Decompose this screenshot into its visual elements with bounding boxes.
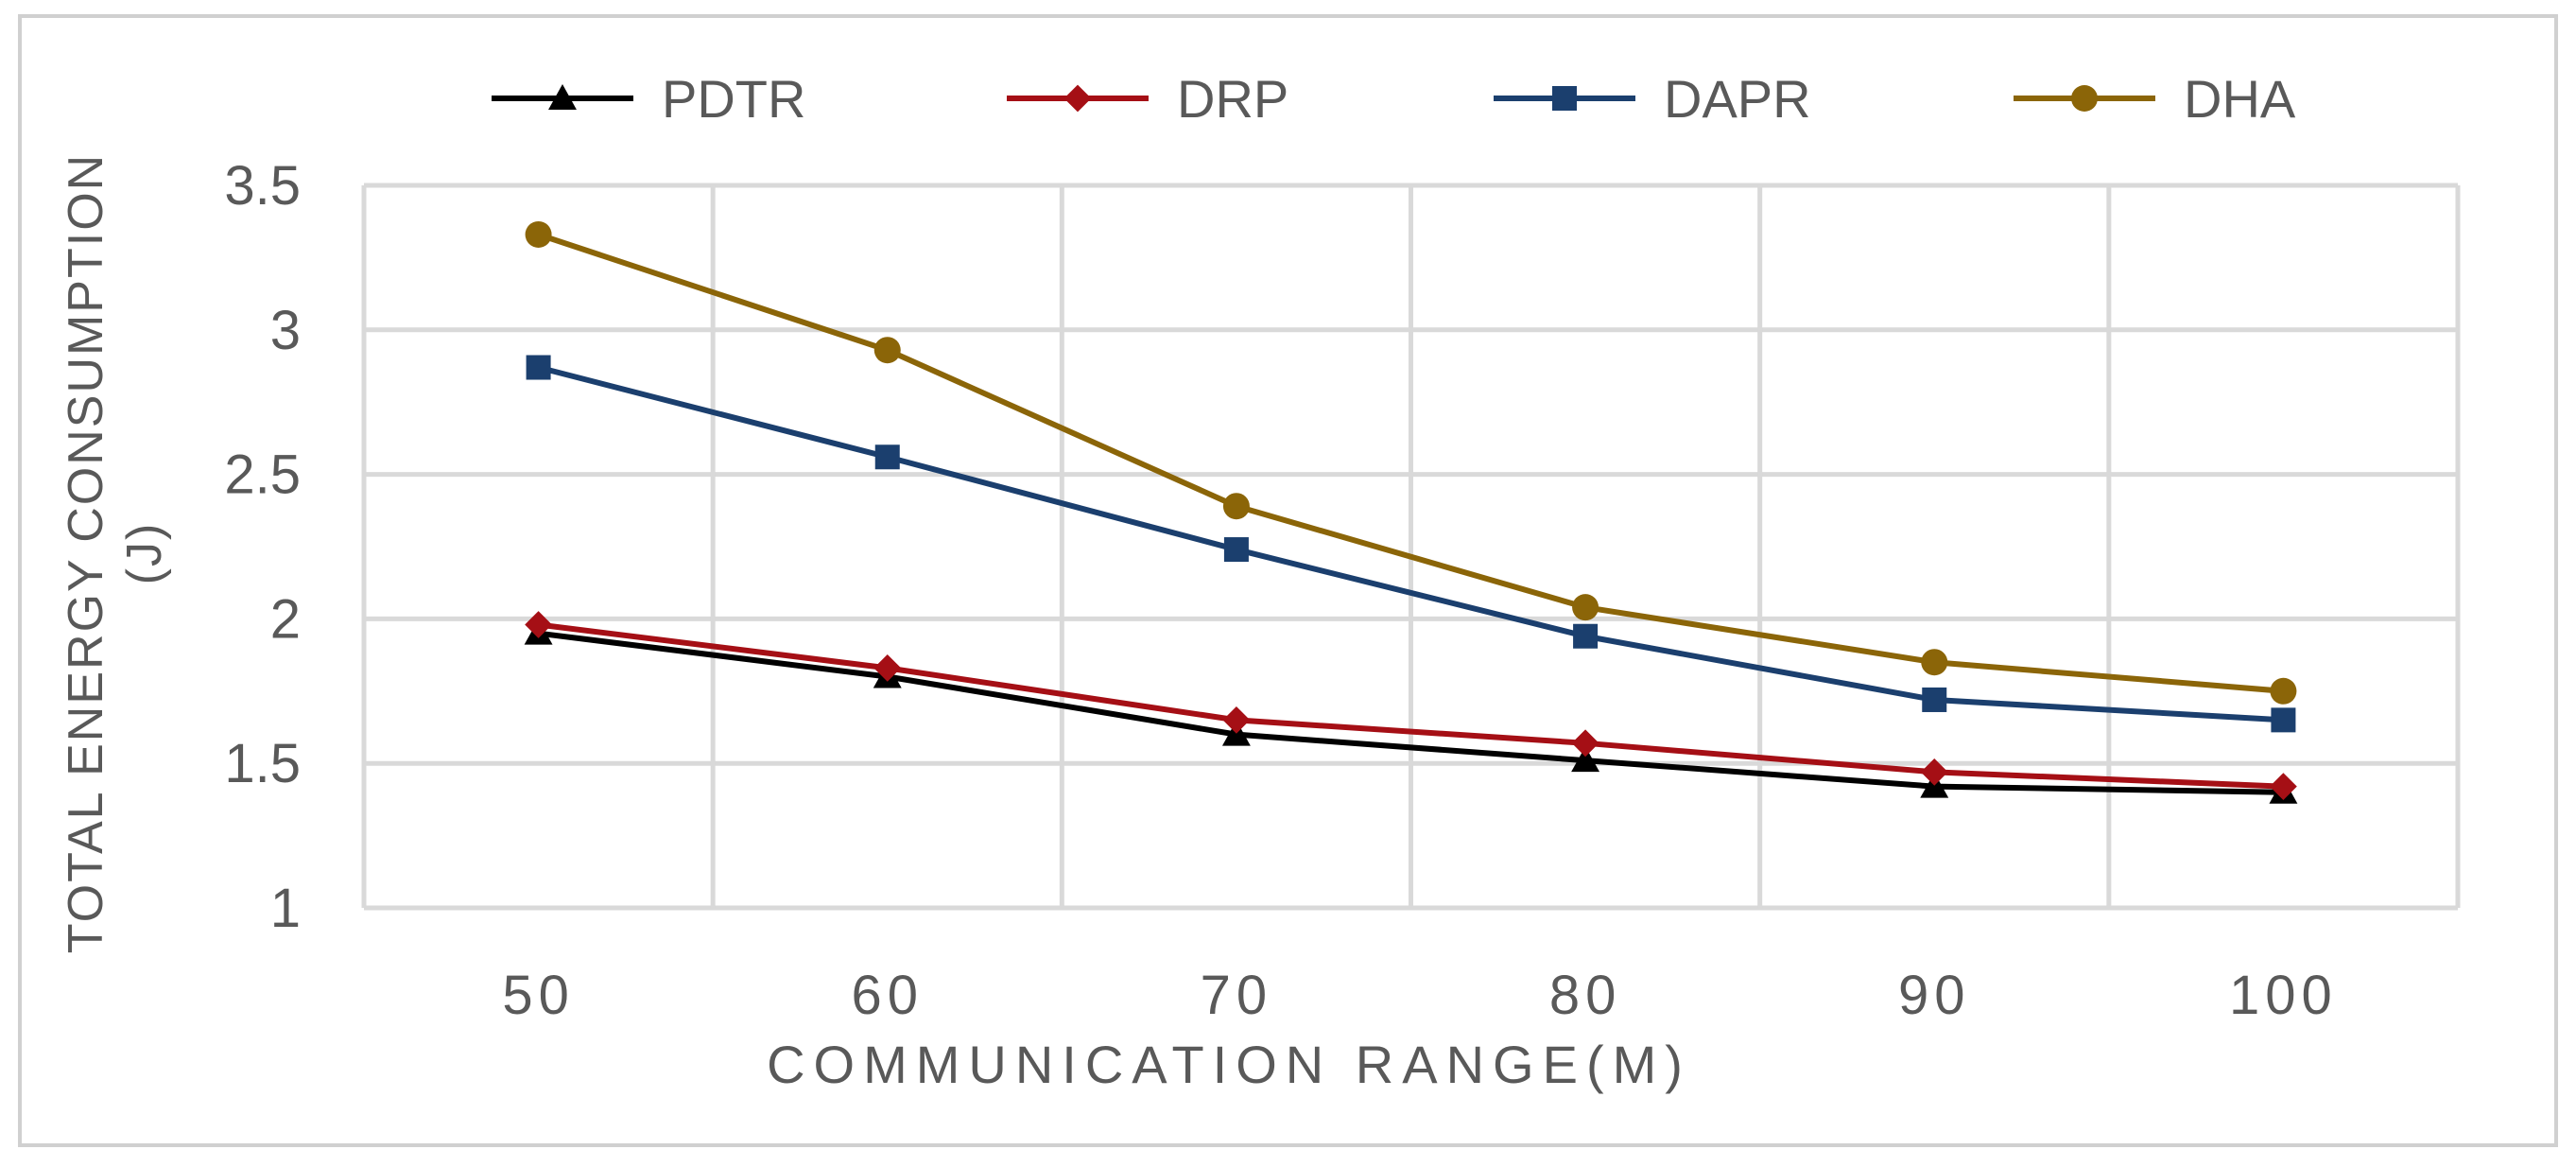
- legend-label: PDTR: [662, 69, 805, 129]
- y-tick-label: 2: [270, 588, 301, 650]
- data-point-marker: [526, 355, 551, 380]
- x-tick-label: 50: [502, 965, 575, 1026]
- legend-label: DAPR: [1664, 69, 1811, 129]
- y-tick-label: 2.5: [224, 444, 301, 506]
- x-tick-label: 70: [1201, 965, 1273, 1026]
- data-point-marker: [1063, 84, 1092, 113]
- data-point-marker: [525, 611, 552, 638]
- data-point-marker: [873, 337, 901, 364]
- data-point-marker: [1922, 687, 1947, 712]
- data-point-marker: [2271, 707, 2296, 733]
- series-drp: [525, 611, 2297, 801]
- data-point-marker: [525, 220, 552, 248]
- data-point-marker: [874, 444, 900, 470]
- series-layer: [524, 220, 2298, 804]
- chart-border: [18, 14, 2558, 1147]
- x-tick-label: 90: [1898, 965, 1971, 1026]
- series-line: [537, 232, 2284, 694]
- series-dapr: [526, 355, 2296, 733]
- legend-label: DRP: [1177, 69, 1288, 129]
- data-point-marker: [1571, 746, 1600, 773]
- series-line: [537, 364, 2284, 723]
- data-point-marker: [1921, 649, 1948, 676]
- series-dha: [525, 220, 2297, 705]
- series-line: [538, 621, 2284, 790]
- legend-item-drp: DRP: [1007, 69, 1288, 129]
- x-axis-label: COMMUNICATION RANGE(M): [767, 1035, 1691, 1094]
- data-point-marker: [2270, 677, 2297, 705]
- data-point-marker: [1222, 493, 1250, 520]
- y-tick-label: 1: [270, 878, 301, 939]
- y-tick-label: 3: [270, 300, 301, 361]
- legend-item-dapr: DAPR: [1494, 69, 1811, 129]
- data-point-marker: [1571, 729, 1599, 758]
- y-axis-label: TOTAL ENERGY CONSUMPTION: [59, 153, 113, 953]
- data-point-marker: [1223, 537, 1249, 563]
- data-point-marker: [1222, 705, 1251, 734]
- data-point-marker: [873, 653, 902, 682]
- y-tick-label: 1.5: [224, 733, 301, 794]
- data-point-marker: [1572, 594, 1599, 621]
- data-point-marker: [2071, 85, 2098, 112]
- data-point-marker: [1573, 623, 1599, 649]
- x-tick-label: 60: [851, 965, 924, 1026]
- x-axis-tick-labels: 50 60 70 80 90 100: [502, 965, 2338, 1026]
- data-point-marker: [548, 84, 577, 110]
- x-tick-label: 80: [1549, 965, 1622, 1026]
- legend-label: DHA: [2184, 69, 2296, 129]
- legend: PDTR DRP DAPR DHA: [492, 69, 2296, 129]
- legend-item-dha: DHA: [2014, 69, 2296, 129]
- gridlines: [361, 183, 2461, 911]
- legend-item-pdtr: PDTR: [492, 69, 805, 129]
- data-point-marker: [1552, 86, 1577, 111]
- series-line: [538, 630, 2284, 795]
- y-tick-label: 3.5: [224, 155, 301, 217]
- y-axis-label-unit: (J): [117, 522, 172, 585]
- x-tick-label: 100: [2229, 965, 2338, 1026]
- data-point-marker: [1920, 758, 1948, 786]
- y-axis-tick-labels: 1 1.5 2 2.5 3 3.5: [224, 155, 301, 939]
- data-point-marker: [2270, 773, 2297, 801]
